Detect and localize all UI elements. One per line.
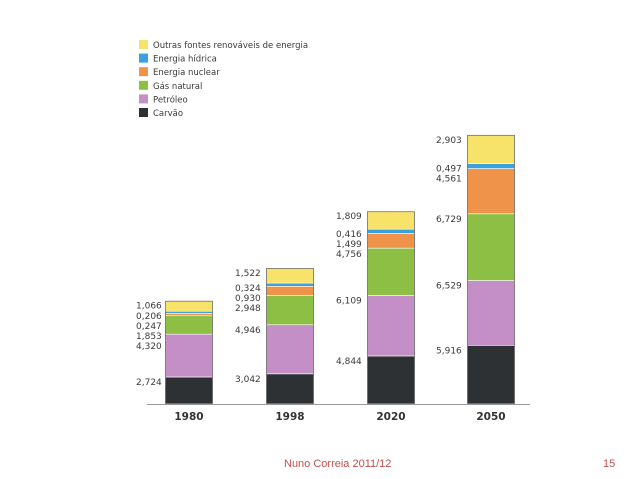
bar-segment-energia-hidrica-1998 <box>265 282 315 287</box>
legend-label-carvao: Carvão <box>153 109 183 119</box>
x-tick-label-2020: 2020 <box>376 411 405 423</box>
value-label-outras-fontes-renovaveis-de-energia-2050: 2,903 <box>436 136 462 146</box>
bar-segment-carvao-2020 <box>366 355 416 405</box>
legend-label-outras-fontes-renovaveis-de-energia: Outras fontes renováveis de energia <box>153 41 308 51</box>
bar-outline-1980 <box>165 300 213 404</box>
bar-segment-gas-natural-1998 <box>265 295 315 326</box>
value-label-outras-fontes-renovaveis-de-energia-1998: 1,522 <box>235 269 261 279</box>
bar-segment-gas-natural-2050 <box>466 213 516 281</box>
legend-label-energia-nuclear: Energia nuclear <box>153 68 220 78</box>
legend-label-gas-natural: Gás natural <box>153 82 202 92</box>
value-label-petroleo-1998: 4,946 <box>235 326 261 336</box>
bar-segment-energia-hidrica-2050 <box>466 163 516 169</box>
x-tick-label-2050: 2050 <box>476 411 505 423</box>
legend-label-petroleo: Petróleo <box>153 94 188 105</box>
bar-segment-carvao-1998 <box>265 373 315 405</box>
bar-segment-petroleo-2050 <box>466 280 516 346</box>
bar-segment-gas-natural-2020 <box>366 247 416 296</box>
bar-segment-carvao-1980 <box>164 376 214 405</box>
bar-segment-energia-nuclear-2020 <box>366 232 416 249</box>
x-tick-label-1980: 1980 <box>174 411 203 423</box>
bar-segment-energia-nuclear-1998 <box>265 285 315 296</box>
legend: Outras fontes renováveis de energia Energ… <box>139 40 308 119</box>
value-label-energia-hidrica-2050: 0,497 <box>436 165 462 175</box>
bar-segment-outras-fontes-renovaveis-de-energia-2020 <box>366 210 416 230</box>
bar-segment-petroleo-1980 <box>164 333 214 378</box>
page-number: 15 <box>603 458 616 470</box>
bar-segment-gas-natural-1980 <box>164 315 214 335</box>
value-label-carvao-1980: 2,724 <box>136 378 162 388</box>
bar-segment-outras-fontes-renovaveis-de-energia-2050 <box>466 134 516 164</box>
bar-outline-1998 <box>266 268 314 404</box>
x-axis: 1980 1998 2020 2050 <box>147 404 530 423</box>
bar-outline-2050 <box>467 134 515 404</box>
bar-segment-energia-hidrica-2020 <box>366 228 416 234</box>
legend-swatch-petroleo <box>139 94 148 104</box>
bar-segment-energia-hidrica-1980 <box>164 310 214 314</box>
value-label-carvao-2050: 5,916 <box>436 346 462 356</box>
legend-swatch-carvao <box>139 108 148 117</box>
bar-segment-carvao-2050 <box>466 345 516 405</box>
value-label-carvao-2020: 4,844 <box>336 357 362 367</box>
legend-swatch-gas-natural <box>139 80 148 90</box>
value-label-petroleo-1980: 4,320 <box>136 342 162 352</box>
legend-label-energia-hidrica: Energia hídrica <box>153 55 217 65</box>
value-label-energia-nuclear-2050: 4,561 <box>436 175 462 185</box>
bar-segment-petroleo-1998 <box>265 324 315 375</box>
value-label-petroleo-2020: 6,109 <box>336 296 362 306</box>
footer-author: Nuno Correia 2011/12 <box>284 458 392 470</box>
bar-segment-petroleo-2020 <box>366 295 416 357</box>
value-label-outras-fontes-renovaveis-de-energia-2020: 1,809 <box>336 212 362 222</box>
bar-segment-energia-nuclear-1980 <box>164 312 214 317</box>
legend-swatch-energia-nuclear <box>139 67 148 77</box>
legend-swatch-energia-hidrica <box>139 53 148 63</box>
value-label-energia-hidrica-2020: 0,416 <box>336 230 362 240</box>
value-label-energia-nuclear-2020: 1,499 <box>336 240 362 250</box>
x-tick-label-1998: 1998 <box>275 411 304 423</box>
value-label-energia-nuclear-1998: 0,930 <box>235 294 261 304</box>
value-label-outras-fontes-renovaveis-de-energia-1980: 1,066 <box>136 302 162 312</box>
value-label-gas-natural-2050: 6,729 <box>436 215 462 225</box>
bar-segment-outras-fontes-renovaveis-de-energia-1980 <box>164 300 214 312</box>
value-label-carvao-1998: 3,042 <box>235 375 261 385</box>
value-label-petroleo-2050: 6,529 <box>436 282 462 292</box>
bar-segment-outras-fontes-renovaveis-de-energia-1998 <box>265 267 315 284</box>
bar-segment-energia-nuclear-2050 <box>466 168 516 215</box>
value-label-gas-natural-1980: 1,853 <box>136 332 162 342</box>
value-label-energia-nuclear-1980: 0,247 <box>136 322 162 332</box>
value-label-gas-natural-2020: 4,756 <box>336 250 362 260</box>
legend-swatch-outras-fontes-renovaveis-de-energia <box>139 40 148 49</box>
value-label-energia-hidrica-1980: 0,206 <box>136 312 162 322</box>
bar-outline-2020 <box>367 211 415 404</box>
value-label-energia-hidrica-1998: 0,324 <box>235 284 261 294</box>
value-label-gas-natural-1998: 2,948 <box>235 304 261 314</box>
